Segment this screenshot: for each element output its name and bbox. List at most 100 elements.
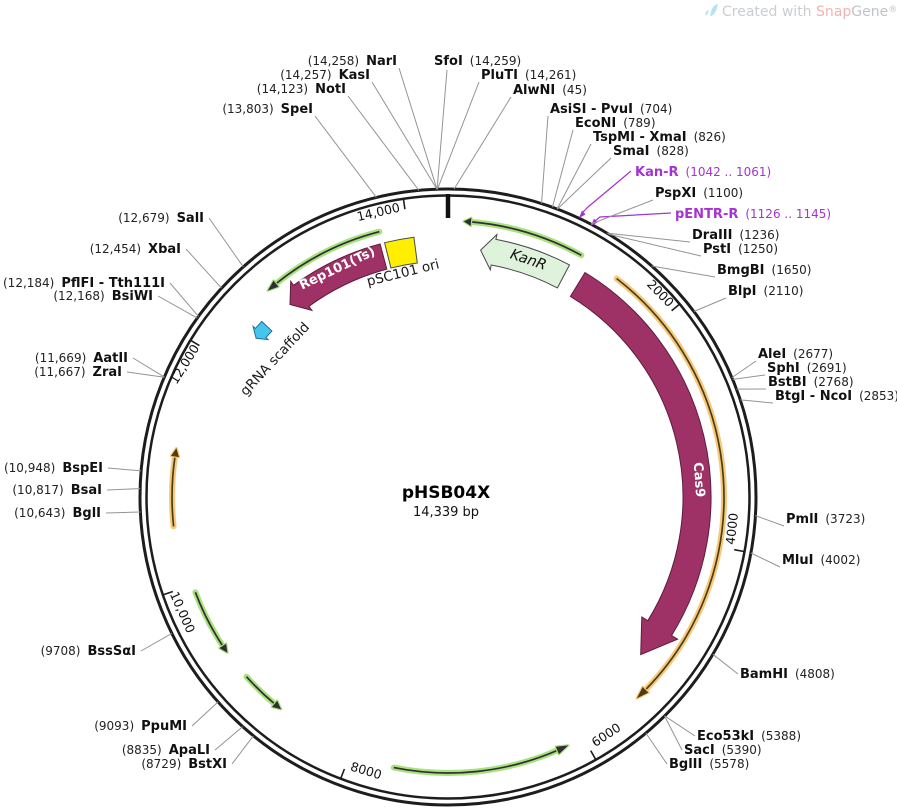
watermark-prefix: Created with bbox=[722, 4, 816, 20]
enzyme-label-pspxi[interactable]: PspXI (1100) bbox=[655, 186, 743, 201]
enzyme-label-bamhi[interactable]: BamHI (4808) bbox=[740, 667, 835, 682]
enzyme-label-alei[interactable]: AleI (2677) bbox=[758, 347, 833, 362]
enzyme-label-ppumi[interactable]: (9093) PpuMI bbox=[94, 719, 187, 734]
plasmid-size: 14,339 bp bbox=[413, 505, 479, 520]
primer-label-kanr[interactable]: Kan-R (1042 .. 1061) bbox=[635, 165, 771, 180]
enzyme-label-draiii[interactable]: DraIII (1236) bbox=[692, 228, 779, 243]
arrowhead bbox=[270, 699, 283, 711]
lower-left-gene-arrow-1 bbox=[192, 589, 226, 649]
feature-label-cas9[interactable]: Cas9 bbox=[690, 462, 707, 498]
feature-psc101-ori-block[interactable] bbox=[383, 236, 418, 269]
enzyme-label-zrai[interactable]: (11,667) ZraI bbox=[34, 365, 122, 380]
arrowhead bbox=[462, 216, 473, 228]
enzyme-pos: (1650) bbox=[772, 263, 812, 277]
enzyme-label-asisi-pvui[interactable]: AsiSI - PvuI (704) bbox=[550, 102, 672, 117]
enzyme-label-econi[interactable]: EcoNI (789) bbox=[575, 116, 656, 131]
leader-line bbox=[105, 511, 141, 514]
enzyme-label-psti[interactable]: PstI (1250) bbox=[703, 242, 778, 257]
enzyme-pos: (14,261) bbox=[525, 68, 576, 82]
enzyme-name: Eco53kI bbox=[697, 729, 754, 744]
watermark-gene: Gene bbox=[851, 4, 888, 20]
primer-label-pentrr[interactable]: pENTR-R (1126 .. 1145) bbox=[675, 207, 831, 222]
enzyme-label-xbai[interactable]: (12,454) XbaI bbox=[90, 242, 181, 257]
enzyme-label-pmli[interactable]: PmlI (3723) bbox=[786, 512, 865, 527]
enzyme-name: AatII bbox=[93, 351, 128, 366]
primer-pentrr-leader bbox=[594, 212, 672, 222]
enzyme-label-sfoi[interactable]: SfoI (14,259) bbox=[434, 54, 521, 69]
enzyme-name: TspMI - XmaI bbox=[593, 130, 687, 145]
primer-annotations: Kan-R (1042 .. 1061) pENTR-R (1126 .. 1145… bbox=[579, 165, 831, 226]
watermark-registered: ® bbox=[888, 5, 897, 15]
feature-grna-scaffold-arrow[interactable] bbox=[252, 320, 273, 341]
enzyme-pos: (1236) bbox=[740, 228, 780, 242]
watermark-snap: Snap bbox=[816, 4, 851, 20]
enzyme-label-pluti[interactable]: PluTI (14,261) bbox=[481, 68, 576, 83]
primer-range: (1126 .. 1145) bbox=[745, 207, 831, 221]
enzyme-pos: (826) bbox=[694, 130, 726, 144]
kanr-direction-arrow-core bbox=[470, 221, 582, 257]
enzyme-label-bspei[interactable]: (10,948) BspEI bbox=[4, 461, 103, 476]
leader-line bbox=[208, 217, 244, 268]
enzyme-label-noti[interactable]: (14,123) NotI bbox=[257, 82, 346, 97]
enzyme-name: BspEI bbox=[62, 461, 103, 476]
enzyme-label-spei[interactable]: (13,803) SpeI bbox=[222, 102, 313, 117]
leader-line bbox=[606, 232, 691, 243]
enzyme-name: SmaI bbox=[613, 144, 650, 159]
leader-line bbox=[453, 96, 512, 190]
enzyme-pos: (12,168) bbox=[53, 289, 104, 303]
enzyme-pos: (10,643) bbox=[14, 506, 65, 520]
enzyme-label-bmgbi[interactable]: BmgBI (1650) bbox=[717, 263, 811, 278]
enzyme-label-pflfi-tth111i[interactable]: (12,184) PflFI - Tth111I bbox=[3, 276, 165, 291]
watermark-text: Created with SnapGene® bbox=[722, 4, 897, 20]
leader-line bbox=[750, 552, 781, 568]
enzyme-label-bsiwi[interactable]: (12,168) BsiWI bbox=[53, 289, 153, 304]
arrowhead bbox=[635, 685, 650, 700]
enzyme-label-mlui[interactable]: MluI (4002) bbox=[782, 553, 860, 568]
enzyme-label-bgli[interactable]: (10,643) BglI bbox=[14, 506, 101, 521]
enzyme-label-aatii[interactable]: (11,669) AatII bbox=[35, 351, 128, 366]
enzyme-pos: (14,258) bbox=[308, 54, 359, 68]
enzyme-label-sphi[interactable]: SphI (2691) bbox=[767, 361, 847, 376]
enzyme-name: ZraI bbox=[93, 365, 122, 380]
tick-mark bbox=[190, 339, 200, 347]
enzyme-label-btgi-ncoi[interactable]: BtgI - NcoI (2853) bbox=[775, 389, 897, 404]
enzyme-name: DraIII bbox=[692, 228, 733, 243]
enzyme-label-bsai[interactable]: (10,817) BsaI bbox=[12, 483, 102, 498]
enzyme-label-tspmi-xmai[interactable]: TspMI - XmaI (826) bbox=[593, 130, 726, 145]
feature-kanr-arrow[interactable] bbox=[479, 233, 571, 289]
leader-line bbox=[398, 67, 438, 190]
lower-left-gene-arrow-2-core bbox=[245, 676, 276, 705]
leader-line bbox=[664, 715, 696, 737]
enzyme-name: BamHI bbox=[740, 667, 788, 682]
feature-rep101-arrow[interactable] bbox=[289, 243, 388, 312]
enzyme-name: SpeI bbox=[281, 102, 313, 117]
enzyme-label-bstxi[interactable]: (8729) BstXI bbox=[141, 757, 227, 772]
enzyme-name: BstBI bbox=[768, 375, 807, 390]
leader-line bbox=[437, 81, 480, 190]
leader-line bbox=[132, 357, 165, 378]
enzyme-label-nari[interactable]: (14,258) NarI bbox=[308, 54, 397, 69]
feature-cas9-arrow[interactable] bbox=[569, 271, 712, 656]
enzyme-label-smai[interactable]: SmaI (828) bbox=[613, 144, 689, 159]
enzyme-label-eco53ki[interactable]: Eco53kI (5388) bbox=[697, 729, 801, 744]
enzyme-label-blpi[interactable]: BlpI (2110) bbox=[728, 284, 803, 299]
enzyme-label-sali[interactable]: (12,679) SalI bbox=[118, 211, 204, 226]
enzyme-name: BtgI - NcoI bbox=[775, 389, 852, 404]
enzyme-leader-lines bbox=[105, 67, 785, 765]
arrowhead bbox=[218, 642, 229, 654]
leader-line bbox=[126, 371, 165, 378]
tick-label-8000: 8000 bbox=[349, 759, 384, 782]
feature-label-grna-scaffold[interactable]: gRNA scaffold bbox=[237, 319, 313, 399]
leader-line bbox=[157, 295, 198, 319]
enzyme-label-saci[interactable]: SacI (5390) bbox=[684, 743, 762, 758]
enzyme-label-bstbi[interactable]: BstBI (2768) bbox=[768, 375, 854, 390]
enzyme-label-kasi[interactable]: (14,257) KasI bbox=[280, 68, 370, 83]
enzyme-name: SalI bbox=[177, 211, 204, 226]
enzyme-label-bsssai[interactable]: (9708) BssSαI bbox=[41, 644, 136, 659]
enzyme-label-bglii[interactable]: BglII (5578) bbox=[669, 757, 749, 772]
enzyme-label-alwni[interactable]: AlwNI (45) bbox=[513, 83, 587, 98]
enzyme-pos: (8835) bbox=[122, 743, 162, 757]
enzyme-label-apali[interactable]: (8835) ApaLI bbox=[122, 743, 210, 758]
